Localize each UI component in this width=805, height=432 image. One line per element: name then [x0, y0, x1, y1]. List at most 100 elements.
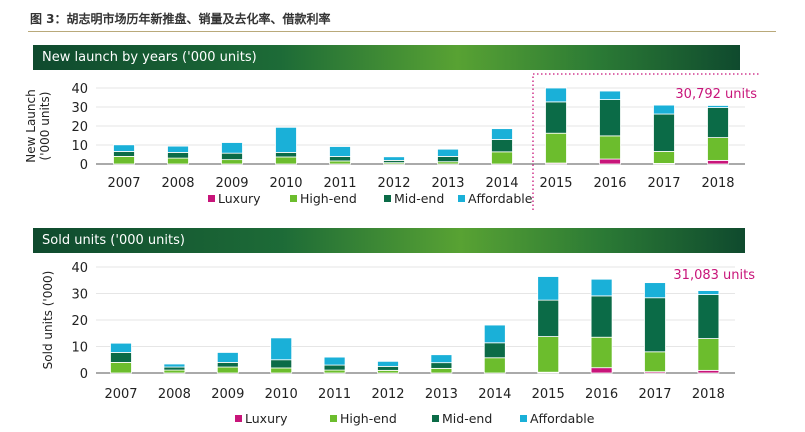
bar-high-end-2011: [329, 160, 351, 165]
legend-label-mid-end: Mid-end: [394, 191, 444, 206]
x-tick-label: 2016: [593, 176, 626, 191]
y-tick-label: 30: [71, 101, 88, 116]
y-axis-label: Sold units ('000): [41, 271, 55, 370]
bar-affordable-2012: [377, 360, 399, 367]
bar-mid-end-2015: [537, 299, 560, 337]
legend-label-luxury: Luxury: [245, 411, 288, 426]
x-tick-label: 2012: [371, 387, 404, 402]
x-tick-label: 2014: [478, 387, 511, 402]
total-annotation: 30,792 units: [675, 87, 757, 102]
bar-mid-end-2007: [113, 151, 135, 157]
bar-mid-end-2016: [590, 295, 613, 338]
bar-mid-end-2013: [437, 155, 459, 163]
bar-mid-end-2018: [707, 107, 729, 138]
bar-mid-end-2014: [483, 342, 506, 359]
bar-mid-end-2011: [329, 155, 351, 162]
y-tick-label: 20: [71, 314, 88, 329]
bar-affordable-2007: [110, 342, 132, 353]
legend-swatch-mid-end: [384, 195, 391, 202]
bar-mid-end-2009: [221, 152, 243, 161]
bar-luxury-2016: [590, 367, 613, 374]
x-tick-label: 2013: [425, 387, 458, 402]
bar-affordable-2015: [545, 87, 567, 103]
bar-affordable-2017: [644, 282, 666, 299]
x-tick-label: 2018: [701, 176, 734, 191]
bar-mid-end-2008: [163, 366, 186, 371]
bar-high-end-2015: [537, 336, 560, 373]
total-annotation: 31,083 units: [673, 268, 755, 283]
bar-high-end-2008: [163, 369, 186, 374]
x-tick-label: 2016: [585, 387, 618, 402]
bar-affordable-2010: [275, 126, 297, 153]
bar-mid-end-2007: [110, 352, 132, 363]
y-tick-label: 20: [71, 120, 88, 135]
y-tick-label: 10: [71, 139, 88, 154]
legend-label-affordable: Affordable: [468, 191, 533, 206]
bar-mid-end-2008: [167, 152, 189, 159]
bar-mid-end-2016: [599, 99, 621, 137]
y-tick-label: 30: [71, 288, 88, 303]
legend-label-high-end: High-end: [300, 191, 357, 206]
bar-high-end-2016: [590, 336, 613, 369]
title-divider: [28, 31, 776, 32]
y-tick-label: 0: [80, 158, 88, 173]
bar-affordable-2018: [697, 290, 720, 295]
bar-high-end-2010: [270, 367, 293, 374]
bar-affordable-2008: [163, 363, 186, 368]
figure-title: 图 3：胡志明市场历年新推盘、销量及去化率、借款利率: [30, 12, 331, 26]
legend-swatch-affordable: [520, 415, 527, 422]
legend-swatch-luxury: [208, 195, 215, 202]
legend-label-mid-end: Mid-end: [442, 411, 492, 426]
bar-mid-end-2017: [653, 113, 675, 152]
bar-luxury-2016: [599, 158, 621, 165]
bar-affordable-2018: [707, 105, 729, 108]
legend-swatch-mid-end: [432, 415, 439, 422]
x-tick-label: 2010: [265, 387, 298, 402]
y-tick-label: 40: [71, 82, 88, 97]
legend-swatch-luxury: [235, 415, 242, 422]
x-tick-label: 2013: [431, 176, 464, 191]
x-tick-label: 2009: [211, 387, 244, 402]
legend-swatch-high-end: [290, 195, 297, 202]
bar-mid-end-2018: [697, 294, 720, 339]
y-tick-label: 0: [80, 367, 88, 382]
bar-affordable-2015: [537, 276, 560, 301]
bar-high-end-2008: [167, 157, 189, 165]
bar-affordable-2010: [270, 337, 293, 361]
bar-affordable-2014: [483, 324, 506, 344]
bar-affordable-2016: [599, 90, 621, 100]
bar-mid-end-2010: [275, 152, 297, 158]
legend-swatch-affordable: [458, 195, 465, 202]
legend-swatch-high-end: [330, 415, 337, 422]
legend-label-affordable: Affordable: [530, 411, 595, 426]
bar-affordable-2012: [383, 156, 405, 161]
x-tick-label: 2008: [161, 176, 194, 191]
bar-high-end-2017: [644, 351, 666, 373]
bar-high-end-2013: [430, 367, 453, 374]
highlight-box: [532, 73, 760, 210]
x-tick-label: 2015: [539, 176, 572, 191]
bar-high-end-2015: [545, 132, 567, 164]
bar-high-end-2014: [491, 151, 513, 165]
bar-affordable-2011: [323, 356, 346, 366]
bar-high-end-2010: [275, 156, 297, 165]
bar-high-end-2017: [653, 151, 675, 164]
x-tick-label: 2009: [215, 176, 248, 191]
bar-mid-end-2012: [377, 365, 399, 371]
bar-high-end-2018: [707, 137, 729, 161]
legend-label-luxury: Luxury: [218, 191, 261, 206]
bar-mid-end-2014: [491, 139, 513, 153]
bar-affordable-2016: [590, 278, 613, 297]
bar-luxury-2018: [707, 159, 729, 165]
bar-affordable-2008: [167, 145, 189, 153]
bar-mid-end-2010: [270, 359, 293, 369]
bar-high-end-2011: [323, 369, 346, 374]
x-tick-label: 2011: [323, 176, 356, 191]
x-tick-label: 2017: [647, 176, 680, 191]
bar-affordable-2013: [430, 354, 453, 364]
bar-high-end-2007: [113, 155, 135, 165]
bar-mid-end-2009: [216, 361, 239, 368]
bar-mid-end-2013: [430, 362, 453, 369]
x-tick-label: 2012: [377, 176, 410, 191]
